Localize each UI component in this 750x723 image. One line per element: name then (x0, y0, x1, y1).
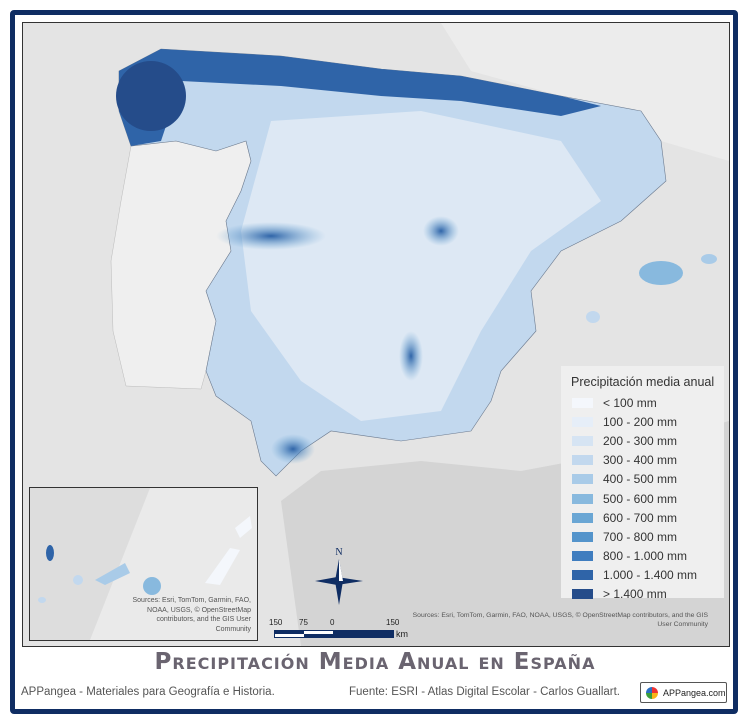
legend-swatch (572, 512, 593, 523)
legend-item: 1.000 - 1.400 mm (572, 566, 724, 585)
legend-swatch (572, 455, 593, 466)
appangea-logo-icon (646, 686, 658, 699)
scale-label: 75 (299, 618, 308, 627)
badge-label: APPangea.com (663, 687, 726, 698)
legend: Precipitación media anual < 100 mm 100 - … (561, 366, 724, 601)
north-wet (119, 49, 601, 146)
legend-item: 400 - 500 mm (572, 470, 724, 489)
legend-label: < 100 mm (603, 395, 657, 410)
legend-item: 600 - 700 mm (572, 508, 724, 527)
legend-label: 100 - 200 mm (603, 414, 678, 429)
scale-unit: km (396, 629, 408, 639)
legend-item: > 1.400 mm (572, 585, 724, 604)
legend-label: 1.000 - 1.400 mm (603, 568, 698, 583)
footer-credit: APPangea - Materiales para Geografía e H… (21, 686, 275, 698)
legend-label: 600 - 700 mm (603, 510, 678, 525)
legend-swatch (572, 416, 593, 427)
canary-map (38, 488, 257, 640)
map-sources: Sources: Esri, TomTom, Garmin, FAO, NOAA… (412, 612, 708, 629)
iberian-wet (423, 216, 459, 246)
legend-swatch (572, 474, 593, 485)
legend-swatch (572, 493, 593, 504)
legend-item: < 100 mm (572, 393, 724, 412)
legend-swatch (572, 435, 593, 446)
canary-islands-inset[interactable]: Sources: Esri, TomTom, Garmin, FAO, NOAA… (29, 487, 258, 641)
legend-swatch (572, 551, 593, 562)
france-land (441, 23, 729, 161)
galicia-wet (116, 61, 186, 131)
scale-bar-graphic (274, 630, 394, 638)
grazalema-wet (271, 434, 315, 464)
page-title: Precipitación Media Anual en España (154, 649, 596, 675)
cazorla-wet (399, 331, 423, 381)
legend-item: 200 - 300 mm (572, 431, 724, 450)
legend-item: 300 - 400 mm (572, 451, 724, 470)
meseta-dry (241, 111, 601, 421)
legend-label: 300 - 400 mm (603, 453, 678, 468)
scale-label: 150 (269, 618, 283, 627)
footer-source: Fuente: ESRI - Atlas Digital Escolar - C… (349, 686, 620, 698)
legend-label: > 1.400 mm (603, 587, 667, 602)
legend-label: 400 - 500 mm (603, 472, 678, 487)
legend-title: Precipitación media anual (571, 375, 715, 389)
legend-item: 100 - 200 mm (572, 412, 724, 431)
legend-item: 800 - 1.000 mm (572, 547, 724, 566)
scale-label: 0 (330, 618, 335, 627)
legend-swatch (572, 397, 593, 408)
legend-swatch (572, 589, 593, 600)
menorca (701, 254, 717, 264)
central-system-wet (216, 222, 326, 250)
legend-item: 500 - 600 mm (572, 489, 724, 508)
north-label: N (335, 547, 342, 558)
scale-label: 150 (386, 618, 400, 627)
legend-label: 800 - 1.000 mm (603, 549, 688, 564)
legend-label: 500 - 600 mm (603, 491, 678, 506)
appangea-link[interactable]: APPangea.com (640, 682, 727, 703)
legend-swatch (572, 531, 593, 542)
legend-label: 700 - 800 mm (603, 529, 678, 544)
legend-label: 200 - 300 mm (603, 433, 678, 448)
north-arrow-icon: N (315, 547, 363, 605)
ibiza (586, 311, 600, 323)
mallorca (639, 261, 683, 285)
legend-item: 700 - 800 mm (572, 527, 724, 546)
inset-sources: Sources: Esri, TomTom, Garmin, FAO, NOAA… (132, 597, 251, 633)
legend-swatch (572, 570, 593, 581)
